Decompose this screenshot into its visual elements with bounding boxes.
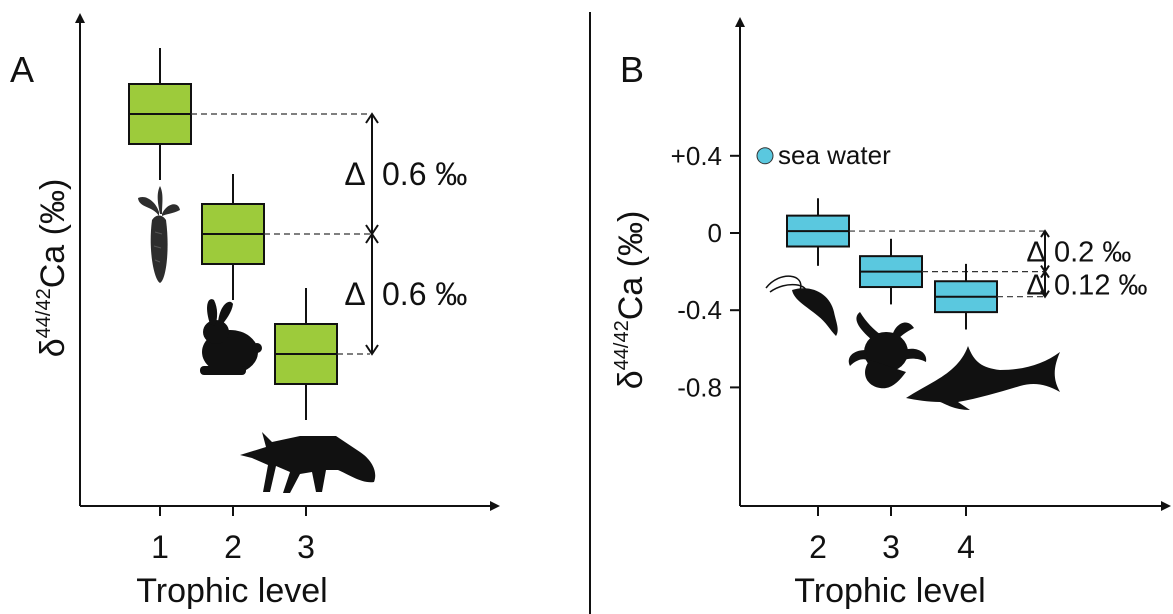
delta-symbol: Δ xyxy=(344,276,365,312)
y-tick-label: 0 xyxy=(708,218,722,248)
x-tick-label: 4 xyxy=(957,529,975,565)
sea-water-marker: sea water xyxy=(756,140,891,170)
delta-value-label: 0.6 ‰ xyxy=(382,156,467,192)
delta-annotation: Δ 0.6 ‰ xyxy=(344,232,467,356)
panel-b-x-axis-label: Trophic level xyxy=(794,572,985,610)
panel-b: B +0.4 0 -0.4 -0.8 δ44/42Ca (‰) Trophic lev… xyxy=(611,17,1171,610)
panel-b-label: B xyxy=(620,49,644,90)
panel-a-boxes: 1 2 3 Δ 0.6 ‰ Δ 0.6 ‰ xyxy=(128,48,467,565)
delta-value-label: 0.2 ‰ xyxy=(1054,236,1131,268)
x-tick-label: 2 xyxy=(224,529,242,565)
x-tick-label: 3 xyxy=(297,529,315,565)
delta-symbol: Δ xyxy=(1026,236,1045,268)
panel-a: A δ44/42Ca (‰) Trophic level 1 2 3Δ 0.6 ‰Δ 0… xyxy=(10,13,500,610)
x-tick-label: 1 xyxy=(151,529,169,565)
delta-arrow-head-top xyxy=(365,232,379,244)
panel-a-ylabel-prefix: δ xyxy=(34,338,72,357)
delta-arrow-head-top xyxy=(1040,229,1050,238)
delta-arrow-head-top xyxy=(365,112,379,124)
sea-water-label: sea water xyxy=(778,140,891,170)
box-plot xyxy=(274,288,370,420)
delta-arrow-head-bottom xyxy=(1040,290,1050,299)
sea-water-point xyxy=(756,147,774,165)
panel-a-label: A xyxy=(10,49,34,90)
carrot-icon xyxy=(138,186,180,283)
box-plot xyxy=(934,263,1045,330)
box-plot xyxy=(859,238,1045,305)
delta-annotation: Δ 0.12 ‰ xyxy=(1026,269,1147,301)
delta-arrow-head-bottom xyxy=(365,344,379,356)
delta-value-label: 0.12 ‰ xyxy=(1054,269,1148,301)
box-plot xyxy=(201,174,370,300)
delta-value-label: 0.6 ‰ xyxy=(382,276,467,312)
delta-symbol: Δ xyxy=(1026,269,1045,301)
y-tick-label: -0.4 xyxy=(677,295,722,325)
delta-arrow-head-top xyxy=(1040,269,1050,279)
y-tick-label: +0.4 xyxy=(671,141,722,171)
panel-b-ylabel-sup: 44/42 xyxy=(611,320,633,370)
panel-b-ylabel-prefix: δ xyxy=(612,370,650,389)
delta-symbol: Δ xyxy=(344,156,365,192)
box-plot xyxy=(128,48,370,180)
squid-icon xyxy=(848,312,927,389)
panel-b-boxes: 2 3 4 Δ 0.2 ‰ Δ 0.12 ‰ xyxy=(786,198,1148,565)
panel-b-y-axis-label: δ44/42Ca (‰) xyxy=(611,211,650,390)
x-tick-label: 2 xyxy=(809,529,827,565)
fox-icon xyxy=(240,432,376,493)
panel-a-y-axis-label: δ44/42Ca (‰) xyxy=(33,179,72,358)
panel-b-ylabel-suffix: Ca (‰) xyxy=(612,211,650,321)
shrimp-icon xyxy=(765,275,838,336)
box-plot xyxy=(786,198,1045,266)
panel-b-y-ticks: +0.4 0 -0.4 -0.8 xyxy=(671,141,740,402)
delta-annotation: Δ 0.6 ‰ xyxy=(344,112,467,236)
x-tick-label: 3 xyxy=(882,529,900,565)
panel-a-ylabel-sup: 44/42 xyxy=(33,288,55,338)
panel-a-ylabel-suffix: Ca (‰) xyxy=(34,179,72,289)
rabbit-icon xyxy=(200,299,262,375)
delta-annotation: Δ 0.2 ‰ xyxy=(1026,229,1131,274)
y-tick-label: -0.8 xyxy=(677,372,722,402)
shark-icon xyxy=(906,346,1060,410)
panel-a-x-axis-label: Trophic level xyxy=(136,572,327,610)
